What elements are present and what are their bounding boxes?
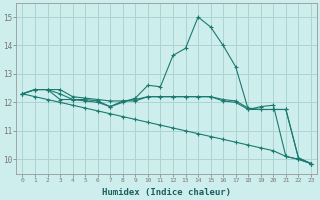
X-axis label: Humidex (Indice chaleur): Humidex (Indice chaleur) [102, 188, 231, 197]
